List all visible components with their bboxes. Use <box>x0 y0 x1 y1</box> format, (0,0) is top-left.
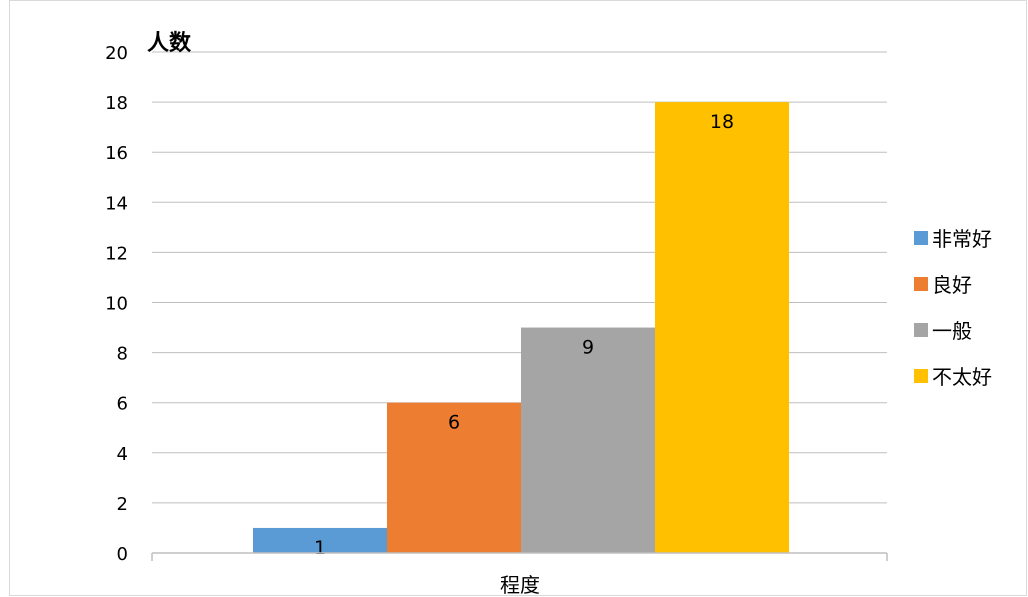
y-tick-label: 8 <box>117 344 128 365</box>
legend-label: 不太好 <box>932 365 992 389</box>
y-tick-label: 10 <box>105 294 128 315</box>
bar-1 <box>387 402 521 553</box>
bars <box>253 102 789 553</box>
legend-swatch <box>914 369 928 383</box>
y-tick-label: 2 <box>117 494 128 515</box>
x-axis-label: 程度 <box>500 573 540 597</box>
y-tick-label: 16 <box>105 143 128 164</box>
legend-label: 良好 <box>932 273 972 297</box>
data-label: 6 <box>448 412 460 434</box>
legend-swatch <box>914 277 928 291</box>
legend-label: 一般 <box>932 319 972 343</box>
legend-swatch <box>914 323 928 337</box>
y-tick-label: 6 <box>117 394 128 415</box>
y-tick-label: 14 <box>105 193 128 214</box>
y-axis-label: 人数 <box>147 30 192 56</box>
legend-label: 非常好 <box>932 227 992 251</box>
y-tick-label: 0 <box>117 544 128 565</box>
y-tick-labels: 0 2 4 6 8 10 12 14 16 18 20 <box>105 43 128 565</box>
data-label: 9 <box>582 337 594 359</box>
data-label: 1 <box>314 537 326 559</box>
chart-frame <box>9 0 1027 596</box>
y-tick-label: 4 <box>117 444 128 465</box>
legend-swatch <box>914 231 928 245</box>
y-tick-label: 12 <box>105 243 128 264</box>
y-tick-label: 20 <box>105 43 128 64</box>
bar-0 <box>253 527 387 553</box>
data-labels: 1 6 9 18 <box>314 111 734 559</box>
bar-2 <box>521 327 655 553</box>
bar-3 <box>655 102 789 553</box>
y-tick-label: 18 <box>105 93 128 114</box>
data-label: 18 <box>710 111 734 133</box>
